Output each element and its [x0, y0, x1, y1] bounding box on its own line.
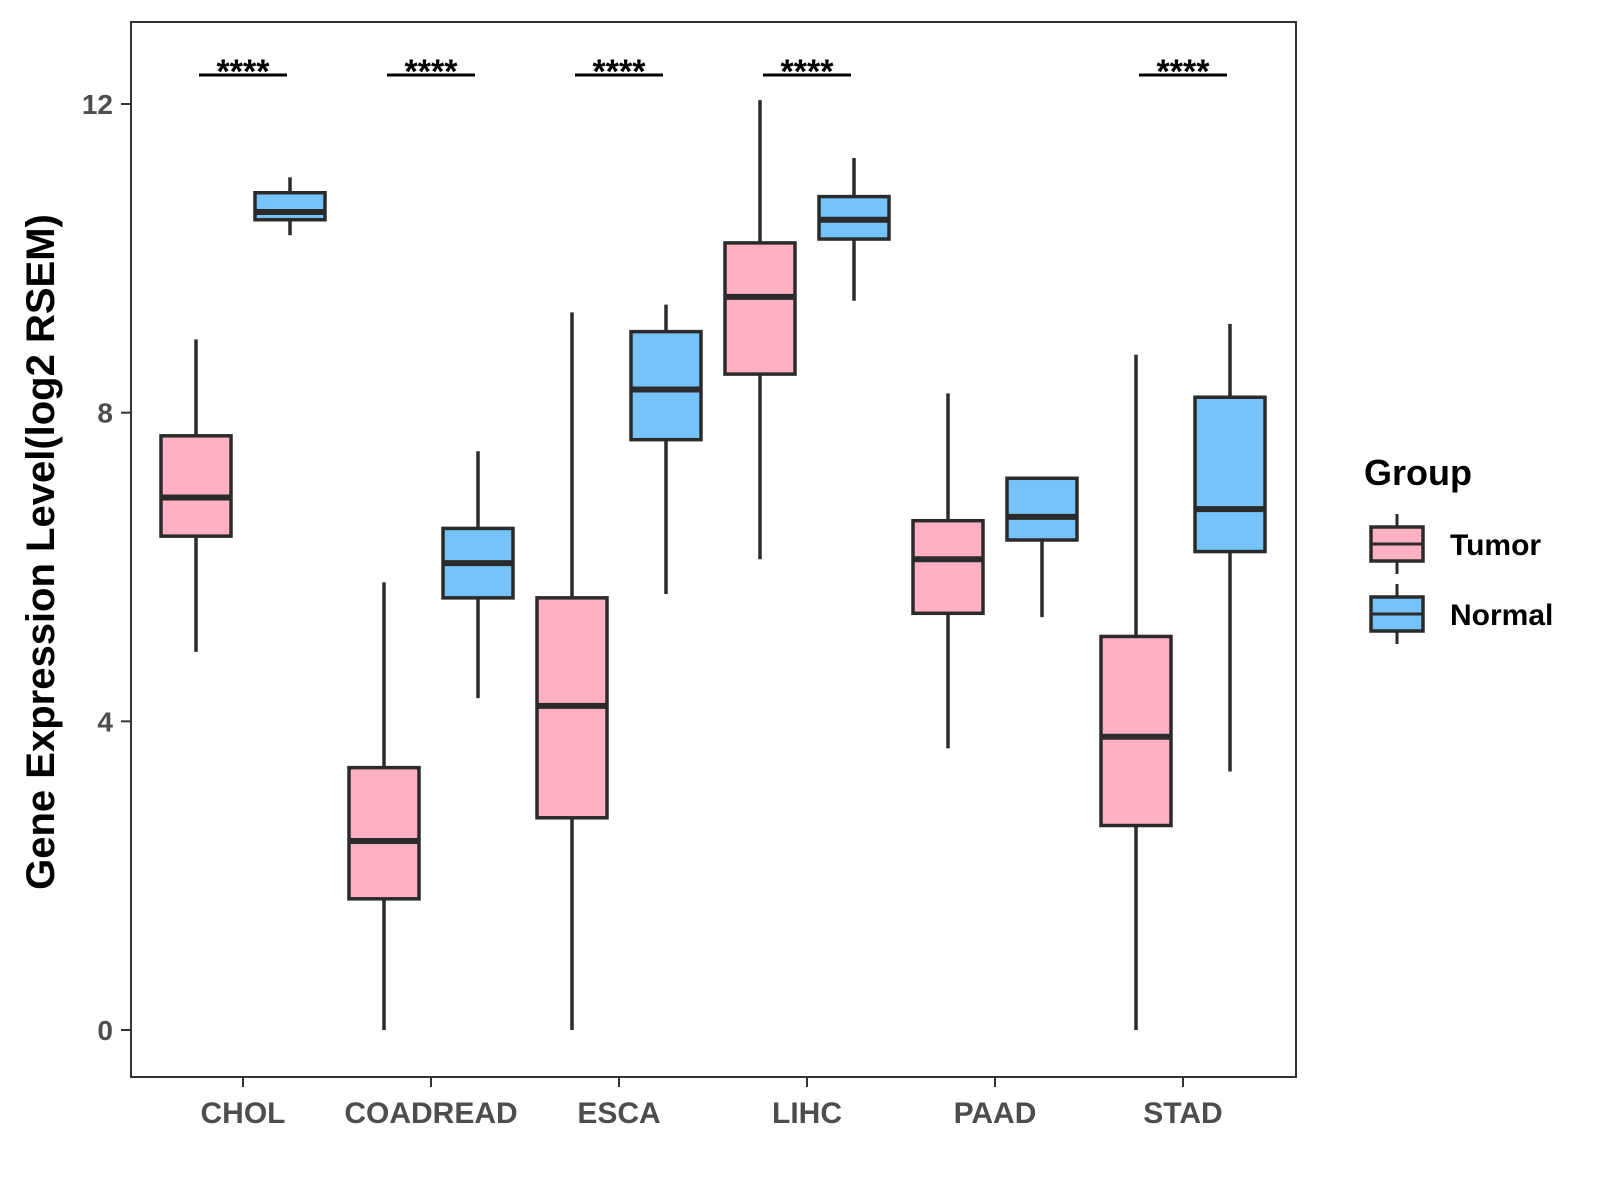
legend-entry-normal: Normal [1369, 584, 1553, 644]
significance-label: **** [781, 53, 835, 91]
significance-coadread: **** [387, 53, 475, 91]
x-tick-label: ESCA [577, 1097, 660, 1130]
significance-stad: **** [1139, 53, 1227, 91]
box-normal-coadread [441, 451, 515, 699]
y-tick-label: 4 [97, 706, 113, 737]
box-tumor-coadread [347, 582, 421, 1030]
x-axis: CHOL COADREAD ESCA LIHC PAAD STAD [201, 1077, 1223, 1130]
box-body [1193, 395, 1267, 554]
legend: Group Tumor Normal [1364, 452, 1553, 644]
y-axis: 0 4 8 12 [82, 89, 131, 1046]
box-tumor-lihc [723, 100, 797, 560]
box-normal-chol [253, 177, 327, 236]
box-normal-paad [1005, 476, 1079, 618]
box-tumor-paad [911, 393, 985, 749]
legend-entry-tumor: Tumor [1369, 514, 1541, 574]
significance-label: **** [405, 53, 459, 91]
significance-esca: **** [575, 53, 663, 91]
box-body [629, 329, 703, 442]
box-body [1099, 634, 1173, 828]
x-tick-label: STAD [1143, 1097, 1222, 1130]
box-normal-lihc [817, 158, 891, 301]
box-normal-stad [1193, 323, 1267, 772]
box-tumor-stad [1099, 354, 1173, 1030]
box-body [1005, 476, 1079, 542]
box-tumor-esca [535, 312, 609, 1030]
box-body [723, 241, 797, 376]
significance-label: **** [593, 53, 647, 91]
box-body [347, 765, 421, 901]
x-tick-label: PAAD [954, 1097, 1037, 1130]
y-tick-label: 8 [97, 398, 113, 429]
significance-label: **** [217, 53, 271, 91]
significance-label: **** [1157, 53, 1211, 91]
plot-layer: **** **** **** **** **** [159, 53, 1267, 1030]
x-tick-label: LIHC [772, 1097, 842, 1130]
legend-label: Normal [1450, 599, 1553, 632]
box-tumor-chol [159, 339, 233, 652]
significance-lihc: **** [763, 53, 851, 91]
panel-border [130, 21, 1297, 1078]
significance-chol: **** [199, 53, 287, 91]
box-body [159, 434, 233, 538]
legend-title: Group [1364, 452, 1472, 493]
box-body [253, 190, 327, 222]
y-axis-label: Gene Expression Level(log2 RSEM) [19, 214, 63, 890]
x-tick-label: CHOL [201, 1097, 286, 1130]
legend-label: Tumor [1450, 529, 1541, 562]
y-tick-label: 0 [97, 1015, 113, 1046]
box-body [911, 518, 985, 616]
x-tick-label: COADREAD [344, 1097, 517, 1130]
box-normal-esca [629, 304, 703, 595]
y-tick-label: 12 [82, 89, 113, 120]
